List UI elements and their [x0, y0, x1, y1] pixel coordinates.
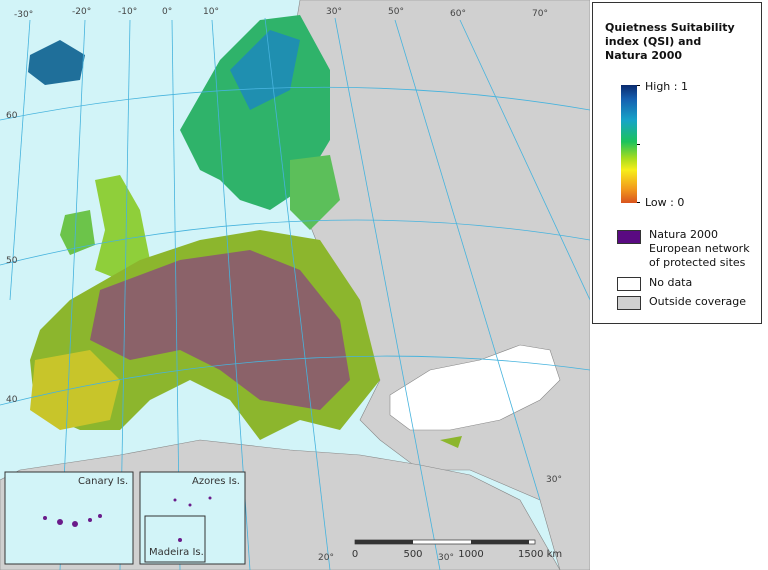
inset-islands: [43, 496, 212, 542]
meridian: [264, 17, 331, 570]
graticule-label: 30°: [546, 475, 562, 485]
great-britain: [95, 175, 150, 280]
legend-label: Natura 2000 European network of protecte…: [649, 228, 750, 269]
color-bar: [621, 85, 637, 203]
legend-swatch: [617, 296, 641, 310]
legend-title: Quietness Suitability index (QSI) and Na…: [605, 21, 735, 62]
iberia: [30, 350, 120, 430]
legend-swatch: [617, 277, 641, 291]
natura-2000-areas: [90, 250, 350, 410]
legend-high: High : 1: [645, 80, 688, 93]
scale-label: 0: [352, 549, 358, 560]
scale-label: 1000: [458, 549, 483, 560]
graticule-label: 40: [6, 395, 18, 405]
parallel: [0, 219, 590, 266]
iceland: [28, 40, 85, 85]
color-bar-tick: [637, 85, 640, 86]
graticule-label: 10°: [203, 7, 219, 17]
map: -30° -20° -10° 0° 10° 30° 50° 60° 70° 60 50 40 30° 20…: [0, 0, 590, 570]
color-bar-tick: [637, 202, 640, 203]
meridian: [9, 19, 31, 301]
scale-label: 1500 km: [518, 549, 562, 560]
legend: Quietness Suitability index (QSI) and Na…: [592, 2, 762, 324]
graticule-label: 60°: [450, 9, 466, 19]
no-data-area: [389, 344, 561, 431]
inset-label: Canary Is.: [78, 476, 128, 487]
graticule-label: -20°: [72, 7, 91, 17]
meridian: [394, 19, 541, 501]
cyprus: [440, 436, 462, 448]
ireland: [60, 210, 95, 255]
inset-madeira: [144, 515, 206, 563]
graticule-label: 30°: [326, 7, 342, 17]
graticule-label: 30°: [438, 553, 454, 563]
inset-label: Madeira Is.: [149, 547, 204, 558]
parallel: [0, 86, 590, 121]
graticule-label: 0°: [162, 7, 172, 17]
legend-low: Low : 0: [645, 196, 685, 209]
scale-bar: [354, 539, 536, 545]
inset-label: Azores Is.: [192, 476, 240, 487]
graticule-label: -30°: [14, 10, 33, 20]
legend-label: Outside coverage: [649, 295, 747, 308]
inset-canary: [4, 471, 134, 565]
baltics: [290, 155, 340, 230]
legend-label: No data: [649, 276, 693, 289]
graticule-label: 50°: [388, 7, 404, 17]
scandinavia-north: [230, 30, 300, 110]
color-bar-tick: [637, 144, 640, 145]
graticule-label: 70°: [532, 9, 548, 19]
graticule-label: 60: [6, 111, 18, 121]
meridian: [334, 17, 441, 570]
meridian: [459, 19, 590, 301]
scale-label: 500: [403, 549, 422, 560]
legend-swatch: [617, 230, 641, 244]
graticule-labels: -30° -20° -10° 0° 10° 30° 50° 60° 70° 60 50 40 30° 20…: [6, 7, 562, 563]
graticule-label: 50: [6, 256, 18, 266]
parallel: [0, 355, 590, 406]
graticule-label: -10°: [118, 7, 137, 17]
graticule-label: 20°: [318, 553, 334, 563]
